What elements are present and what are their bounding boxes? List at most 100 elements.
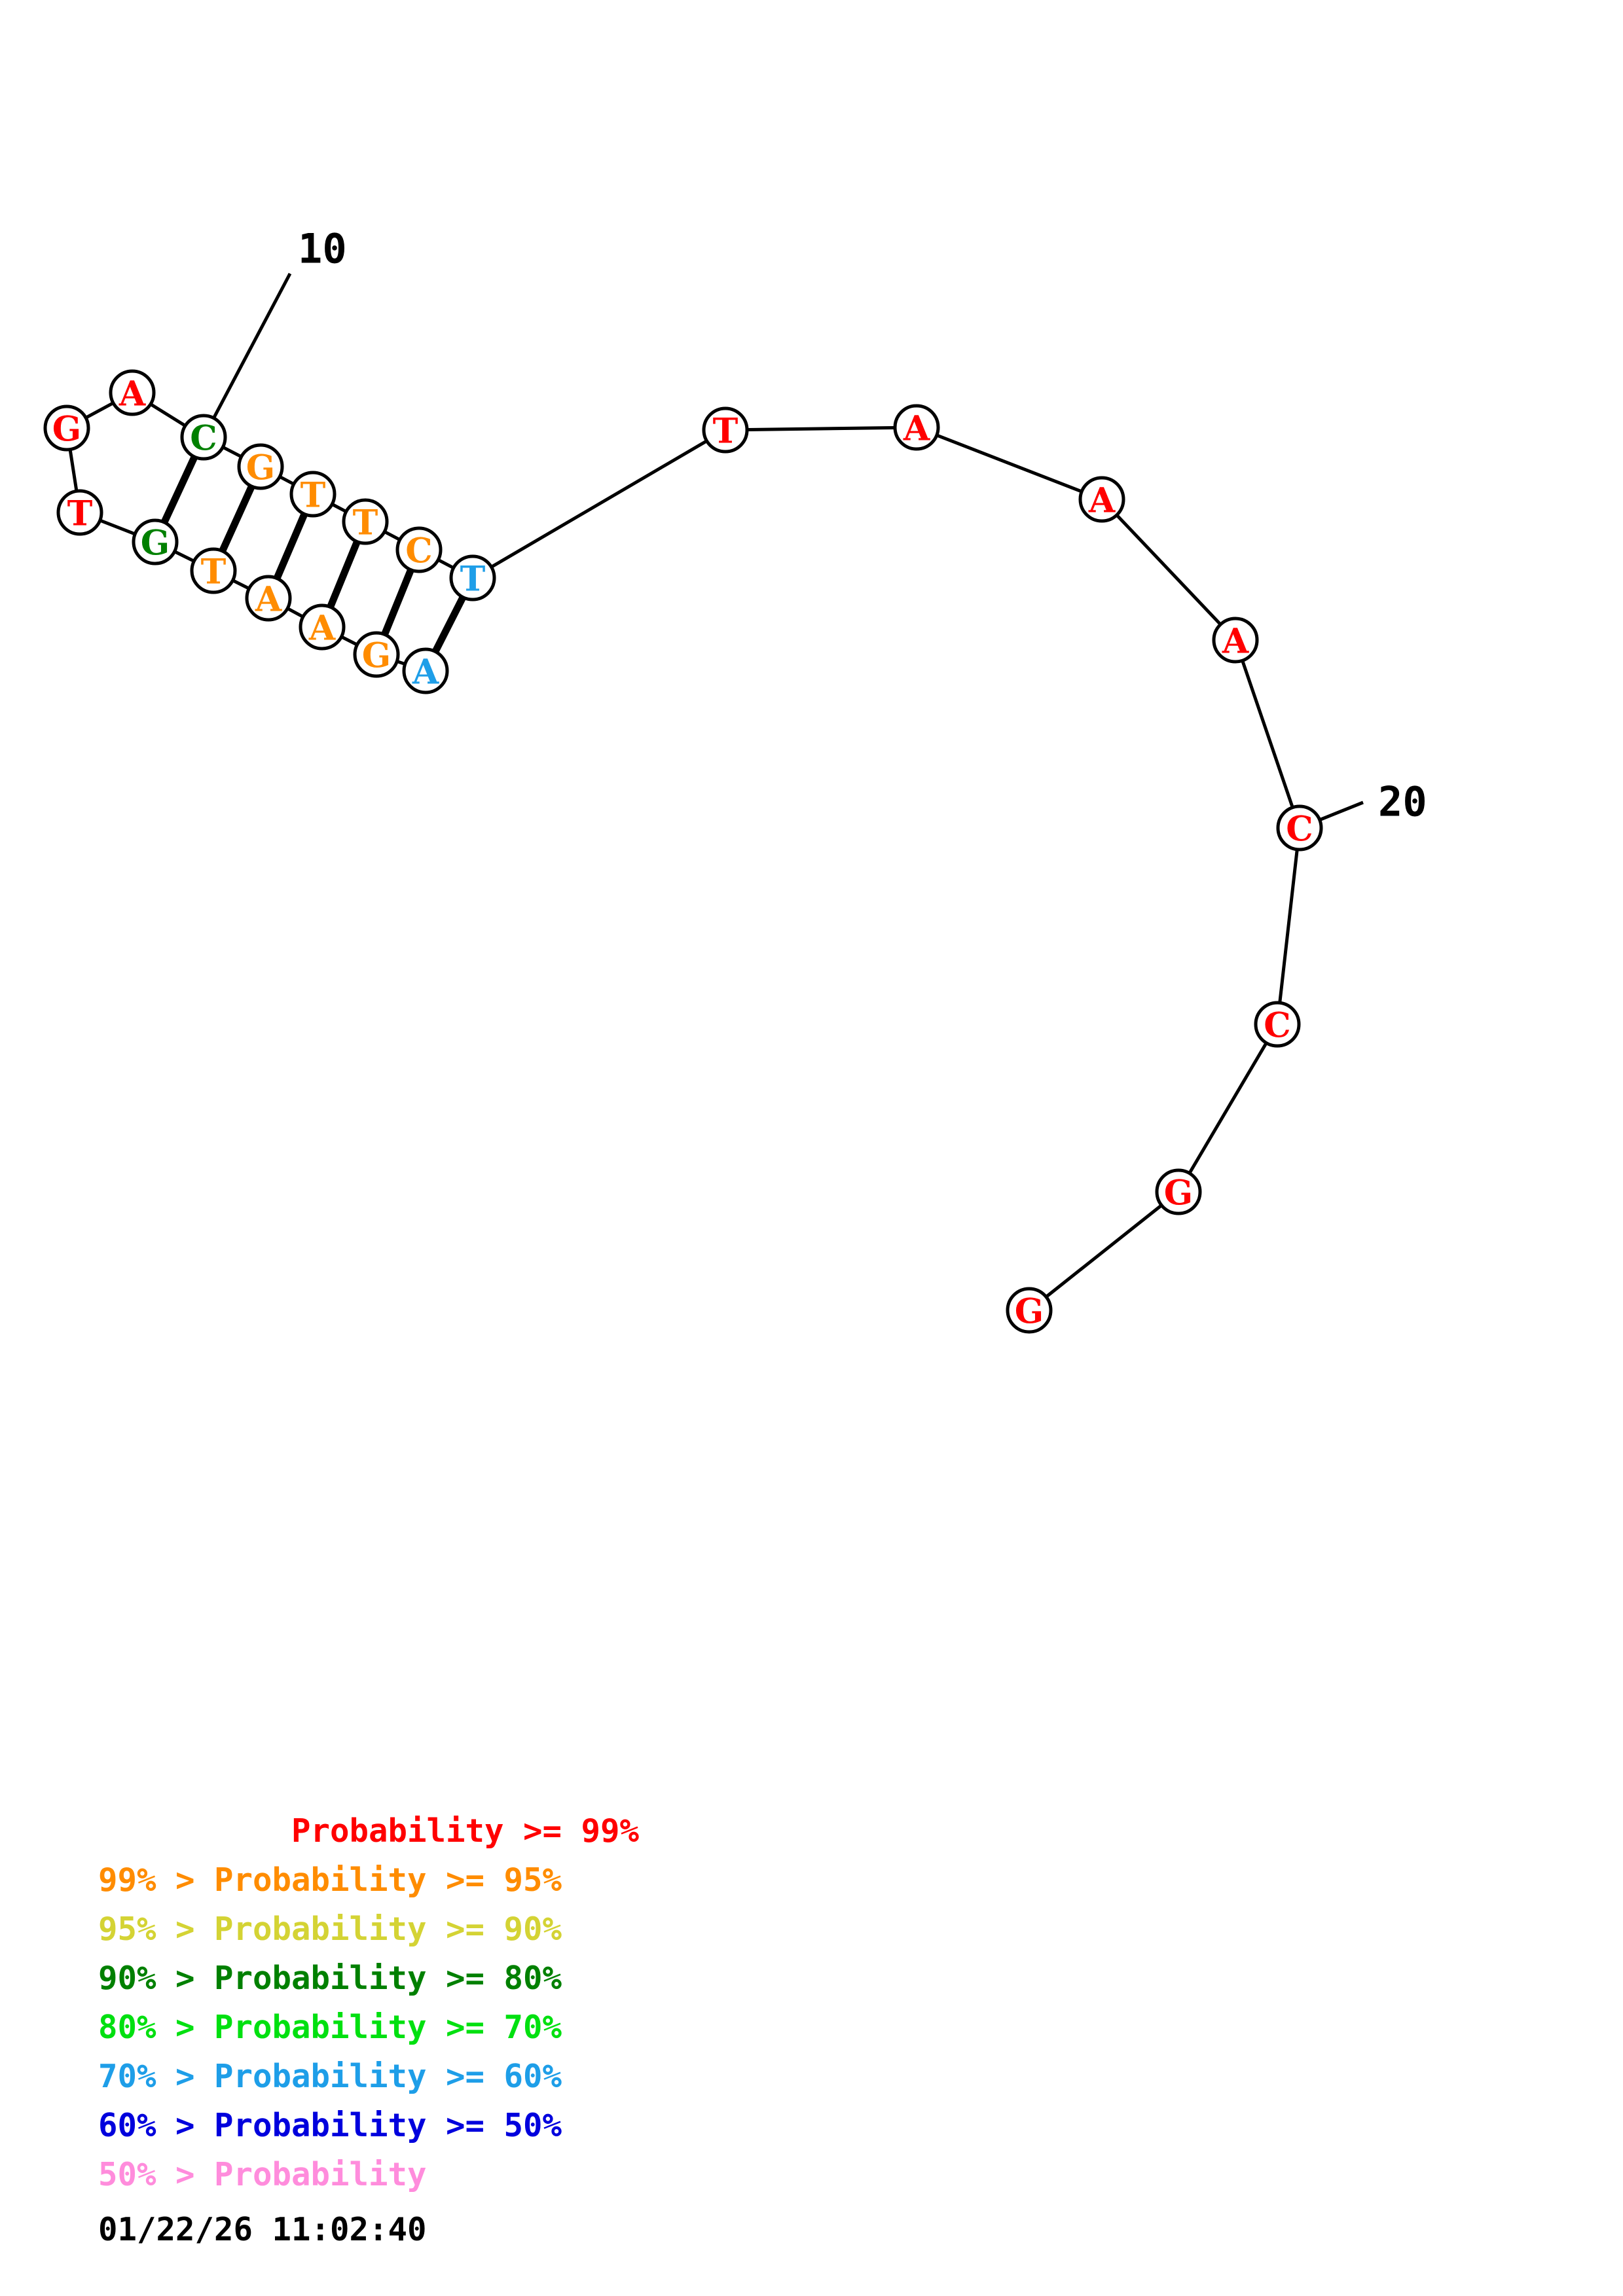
backbone-bond — [1115, 513, 1222, 626]
backbone-bond — [489, 439, 709, 569]
base-pair-bond — [381, 568, 414, 636]
nucleotide-5-A[interactable]: A — [1212, 617, 1259, 664]
backbone-bond — [339, 635, 359, 647]
nucleotide-letter: T — [460, 560, 486, 600]
base-pair-bond — [219, 484, 255, 553]
nucleotide-circle — [237, 443, 284, 490]
backbone-bond — [68, 448, 79, 493]
nucleotide-1-G[interactable]: G — [1006, 1287, 1053, 1334]
legend-row: 60% > Probability >= 50% — [98, 2107, 562, 2144]
nucleotide-circle — [190, 547, 237, 594]
nucleotide-7-A[interactable]: A — [893, 404, 940, 451]
backbone-bond — [84, 401, 115, 420]
nucleotide-15-A[interactable]: A — [109, 369, 156, 416]
nucleotide-circle — [1276, 804, 1323, 852]
nucleotide-2-G[interactable]: G — [1155, 1168, 1202, 1215]
nucleotide-circle — [1212, 617, 1259, 664]
nucleotide-letter: A — [255, 580, 282, 620]
legend-row: 80% > Probability >= 70% — [98, 2009, 562, 2046]
nucleotide-letter: G — [1164, 1174, 1193, 1213]
nucleotide-circle — [1078, 476, 1125, 523]
nucleotide-9-T[interactable]: T — [449, 554, 496, 601]
base-pair-layer — [160, 455, 466, 654]
backbone-bond — [436, 558, 456, 570]
nucleotide-letter: T — [713, 412, 739, 452]
leader-line-10 — [202, 272, 292, 439]
base-pair-bond — [273, 512, 308, 580]
nucleotide-12-T[interactable]: T — [289, 471, 337, 518]
base-pair-bond — [432, 595, 466, 654]
nucleotide-letter: T — [67, 494, 93, 534]
nucleotide-circle — [1155, 1168, 1202, 1215]
nucleotide-circle — [43, 404, 90, 452]
backbone-layer — [68, 401, 1299, 1299]
nucleotide-letter: A — [412, 653, 439, 692]
nucleotide-14-C[interactable]: C — [180, 414, 227, 461]
nucleotide-letter: A — [119, 374, 146, 414]
nucleotide-letter: A — [1088, 481, 1116, 521]
nucleotide-13-G[interactable]: G — [237, 443, 284, 490]
nucleotide-6-A[interactable]: A — [1078, 476, 1125, 523]
nucleotide-letter: T — [201, 552, 227, 592]
nucleotide-17-T[interactable]: T — [56, 489, 103, 536]
legend-row: Probability >= 99% — [98, 1812, 640, 1850]
backbone-bond — [278, 475, 296, 486]
nucleotide-circle — [180, 414, 227, 461]
legend-row: 95% > Probability >= 90% — [98, 1910, 562, 1948]
nucleotide-3-C[interactable]: C — [1254, 1001, 1301, 1048]
nucleotide-22-G[interactable]: G — [353, 631, 400, 678]
nucleotide-circle — [353, 631, 400, 678]
backbone-bond — [1278, 848, 1299, 1005]
nucleotide-10-C[interactable]: C — [395, 526, 443, 573]
nucleotide-circle — [402, 647, 449, 694]
nucleotide-circle — [299, 603, 346, 651]
nucleotide-18-G[interactable]: G — [132, 518, 179, 565]
nucleotide-23-A[interactable]: A — [402, 647, 449, 694]
nucleotide-8-T[interactable]: T — [702, 406, 749, 454]
nucleotide-circle — [702, 406, 749, 454]
backbone-bond — [382, 529, 402, 542]
nucleotide-circle — [132, 518, 179, 565]
nucleotide-circle — [245, 575, 292, 622]
nucleotide-circle — [342, 498, 389, 545]
nucleotide-19-T[interactable]: T — [190, 547, 237, 594]
backbone-bond — [1188, 1041, 1268, 1175]
timestamp-label: 01/22/26 11:02:40 — [98, 2211, 427, 2248]
backbone-bond — [221, 445, 244, 459]
nucleotide-letter: A — [903, 409, 930, 449]
nucleotide-letter: G — [141, 524, 170, 564]
nucleotide-letter: G — [246, 448, 275, 488]
nucleotide-16-G[interactable]: G — [43, 404, 90, 452]
backbone-bond — [330, 502, 348, 514]
nucleotide-circle — [1006, 1287, 1053, 1334]
backbone-bond — [173, 550, 196, 563]
backbone-bond — [935, 433, 1084, 493]
position-label-20: 20 — [1378, 778, 1427, 826]
nucleotide-circle — [395, 526, 443, 573]
nucleotide-circle — [893, 404, 940, 451]
backbone-bond — [1241, 658, 1294, 810]
backbone-bond — [149, 402, 187, 428]
legend-row: 70% > Probability >= 60% — [98, 2058, 562, 2095]
nucleotide-circle — [56, 489, 103, 536]
nucleotide-letter: C — [190, 419, 217, 459]
nucleotide-letter: G — [52, 410, 81, 450]
nucleotide-letter: T — [301, 476, 326, 516]
position-label-layer: 10 20 — [298, 225, 1427, 826]
nucleotide-11-T[interactable]: T — [342, 498, 389, 545]
nucleotide-4-C[interactable]: C — [1276, 804, 1323, 852]
legend-row: 50% > Probability — [98, 2156, 427, 2193]
nucleotide-letter: C — [1286, 810, 1313, 850]
nucleotide-21-A[interactable]: A — [299, 603, 346, 651]
base-pair-bond — [160, 455, 198, 524]
nucleotide-circle — [449, 554, 496, 601]
nucleotide-letter: T — [353, 503, 378, 543]
position-label-10: 10 — [298, 225, 347, 273]
nucleotide-letter: C — [1264, 1006, 1290, 1046]
backbone-bond — [285, 607, 305, 619]
nucleotide-circle — [289, 471, 337, 518]
nucleotide-20-A[interactable]: A — [245, 575, 292, 622]
